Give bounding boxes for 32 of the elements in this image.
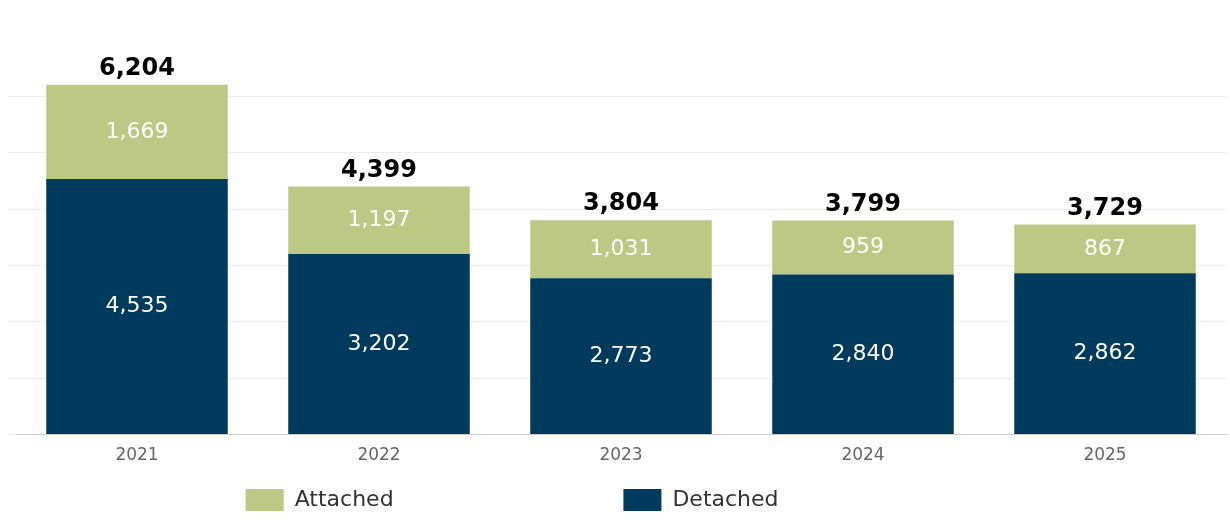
- data-label: 2,862: [1073, 339, 1137, 365]
- total-label: 4,399: [341, 154, 417, 183]
- bar: [772, 220, 954, 275]
- x-tick-label: 2024: [841, 444, 885, 465]
- data-label: 1,669: [105, 117, 169, 143]
- total-label: 6,204: [99, 53, 175, 82]
- bar: [46, 178, 228, 435]
- total-label: 3,729: [1067, 192, 1143, 221]
- data-label: 3,202: [347, 329, 411, 355]
- data-label: 1,031: [589, 234, 653, 260]
- data-label: 959: [842, 233, 884, 259]
- x-tick-label: 2022: [357, 444, 401, 465]
- data-label: 4,535: [105, 292, 169, 318]
- legend-label: Attached: [294, 485, 604, 511]
- legend-label: Detached: [672, 485, 989, 511]
- bar: [530, 278, 712, 435]
- total-label: 3,799: [825, 188, 901, 217]
- bar: [772, 274, 954, 435]
- bar: [1014, 224, 1196, 274]
- data-label: 2,840: [831, 340, 895, 366]
- bar: [530, 220, 712, 279]
- data-label: 2,773: [589, 341, 653, 367]
- x-tick-label: 2021: [115, 444, 159, 465]
- total-label: 3,804: [583, 188, 659, 217]
- data-label: 867: [1084, 234, 1126, 260]
- x-tick-label: 2025: [1083, 444, 1127, 465]
- bar: [46, 84, 228, 179]
- x-tick-label: 2023: [599, 444, 643, 465]
- data-label: 1,197: [347, 206, 411, 232]
- bar: [1014, 273, 1196, 435]
- bar: [288, 186, 470, 255]
- bar: [288, 254, 470, 435]
